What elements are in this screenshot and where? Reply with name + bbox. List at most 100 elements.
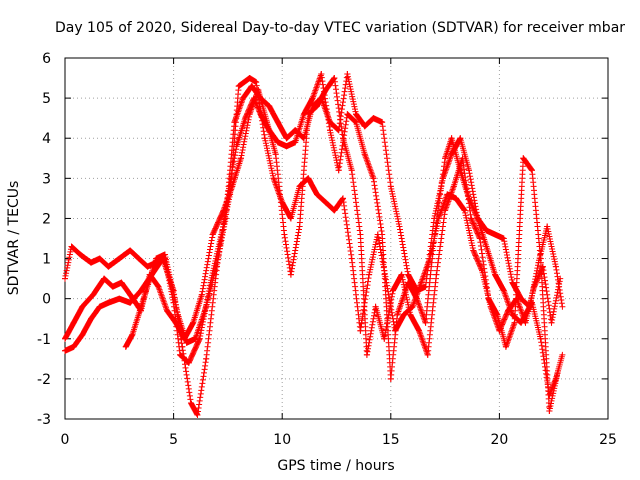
data-point [283, 135, 290, 142]
data-point [194, 411, 201, 418]
y-tick-label: 1 [42, 252, 51, 268]
data-point [379, 119, 386, 126]
data-point [548, 319, 555, 326]
data-point [174, 311, 181, 318]
x-tick-label: 15 [382, 432, 400, 448]
data-point [101, 275, 108, 282]
data-point [313, 191, 320, 198]
data-point [129, 331, 136, 338]
data-point [370, 115, 377, 122]
data-point [552, 263, 559, 270]
data-point [340, 195, 347, 202]
data-point [153, 255, 160, 262]
data-point [361, 151, 368, 158]
data-point [396, 223, 403, 230]
data-point [528, 167, 535, 174]
data-point [318, 71, 325, 78]
data-point [439, 175, 446, 182]
data-point [246, 75, 253, 82]
x-tick-label: 0 [61, 432, 70, 448]
x-tick-labels: 0 5 10 15 20 25 [61, 432, 617, 448]
data-point [448, 151, 455, 158]
data-point [203, 355, 210, 362]
data-point [318, 95, 325, 102]
data-point [127, 291, 134, 298]
data-point [348, 255, 355, 262]
data-point [274, 119, 281, 126]
data-point [526, 303, 533, 310]
data-point [322, 199, 329, 206]
data-point [387, 183, 394, 190]
data-point [105, 299, 112, 306]
data-point [374, 231, 381, 238]
data-point [198, 291, 205, 298]
data-point [190, 319, 197, 326]
data-point [96, 303, 103, 310]
data-point [300, 135, 307, 142]
data-point [88, 315, 95, 322]
data-point [272, 151, 279, 158]
data-point [172, 319, 179, 326]
data-point [237, 155, 244, 162]
data-point [468, 215, 475, 222]
data-point [296, 223, 303, 230]
x-tick-label: 5 [169, 432, 178, 448]
data-points [62, 71, 566, 418]
data-point [505, 307, 512, 314]
data-point [361, 123, 368, 130]
data-point [331, 207, 338, 214]
data-point [144, 263, 151, 270]
data-point [116, 295, 123, 302]
data-point [161, 251, 168, 258]
y-tick-label: -2 [37, 372, 51, 388]
y-tick-label: 3 [42, 171, 51, 187]
data-point [283, 143, 290, 150]
data-point [492, 231, 499, 238]
data-point [465, 167, 472, 174]
data-point [520, 155, 527, 162]
data-point [231, 119, 238, 126]
data-point [470, 247, 477, 254]
series-track-a [62, 71, 566, 418]
data-point [79, 303, 86, 310]
data-point [555, 367, 562, 374]
data-point [433, 271, 440, 278]
data-point [326, 127, 333, 134]
x-axis-label: GPS time / hours [277, 458, 394, 474]
data-point [116, 255, 123, 262]
data-point [535, 259, 542, 266]
y-tick-label: 2 [42, 211, 51, 227]
data-point [363, 351, 370, 358]
data-point [263, 119, 270, 126]
data-point [344, 71, 351, 78]
data-point [292, 139, 299, 146]
data-point [222, 215, 229, 222]
data-point [70, 343, 77, 350]
data-point [287, 271, 294, 278]
data-point [235, 83, 242, 90]
x-tick-label: 20 [490, 432, 508, 448]
data-point [62, 275, 68, 282]
data-point [370, 175, 377, 182]
data-point [442, 207, 449, 214]
data-point [109, 283, 116, 290]
data-point [394, 311, 401, 318]
data-point [422, 283, 429, 290]
data-point [357, 231, 364, 238]
data-point [422, 319, 429, 326]
y-axis-label: SDTVAR / TECUs [6, 181, 22, 296]
data-point [461, 207, 468, 214]
data-point [448, 135, 455, 142]
data-point [509, 279, 516, 286]
data-point [348, 167, 355, 174]
data-point [135, 255, 142, 262]
data-point [240, 95, 247, 102]
y-tick-label: 6 [42, 51, 51, 67]
data-point [405, 271, 412, 278]
data-point [409, 303, 416, 310]
data-point [155, 283, 162, 290]
data-point [79, 331, 86, 338]
data-point [214, 259, 221, 266]
data-point [287, 215, 294, 222]
